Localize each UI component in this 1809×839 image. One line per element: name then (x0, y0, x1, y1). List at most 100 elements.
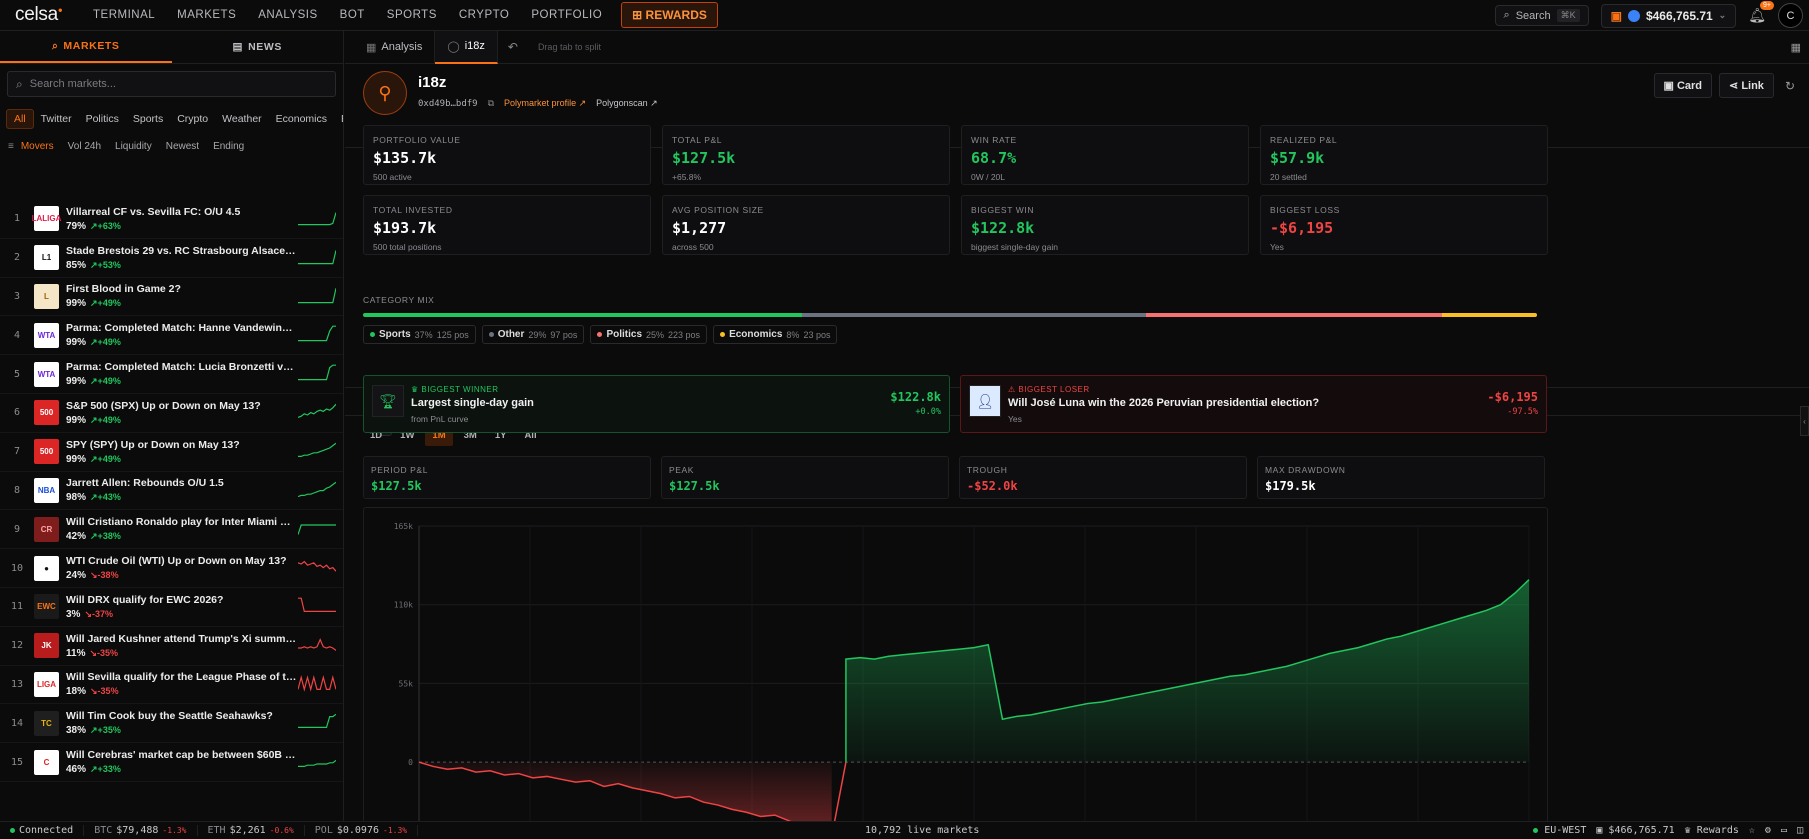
trophy-icon: ♛ (1684, 825, 1691, 836)
market-rank: 10 (10, 562, 24, 574)
star-icon[interactable]: ☆ (1748, 825, 1755, 836)
stat-card-biggest-loss: BIGGEST LOSS -$6,195 Yes (1260, 195, 1548, 255)
rewards-button[interactable]: ⊞ REWARDS (621, 2, 718, 28)
sort-movers[interactable]: Movers (20, 140, 54, 152)
link-button[interactable]: ⋖ Link (1719, 73, 1774, 98)
range-1w[interactable]: 1W (400, 430, 415, 441)
stat-value: $135.7k (373, 149, 437, 167)
market-probability: 46% (66, 764, 87, 776)
btc-ticker[interactable]: BTC $79,488 -1.3% (84, 825, 198, 836)
nav-terminal[interactable]: TERMINAL (93, 9, 156, 21)
market-row[interactable]: 3 L First Blood in Game 2? 99% ↗+49% (0, 278, 343, 317)
sparkline-line (298, 637, 336, 651)
market-row[interactable]: 1 LALIGA Villarreal CF vs. Sevilla FC: O/U… (0, 200, 343, 239)
pnl-negative-line (418, 761, 847, 821)
status-rewards[interactable]: ♛ Rewards (1684, 825, 1739, 836)
market-row[interactable]: 7 500 SPY (SPY) Up or Down on May 13? 99% ↗+… (0, 433, 343, 472)
stat-sub: biggest single-day gain (971, 242, 1058, 252)
sort-liquidity[interactable]: Liquidity (115, 140, 152, 152)
market-thumbnail: 👤︎ (969, 385, 1001, 417)
category-all[interactable]: All (6, 109, 34, 129)
category-politics[interactable]: Politics (85, 113, 119, 125)
market-row[interactable]: 14 TC Will Tim Cook buy the Seattle Seahaw… (0, 704, 343, 744)
sort-newest[interactable]: Newest (165, 140, 200, 152)
tab-i18z[interactable]: ◯ i18z (435, 31, 498, 64)
polymarket-profile-link[interactable]: Polymarket profile ↗ (504, 98, 587, 108)
refresh-icon[interactable]: ↻ (1784, 78, 1795, 93)
region-indicator[interactable]: EU-WEST (1533, 825, 1586, 836)
market-row[interactable]: 6 500 S&P 500 (SPX) Up or Down on May 13? 9… (0, 394, 343, 433)
tab-news[interactable]: ▤ NEWS (232, 41, 282, 53)
stat-card-portfolio-value: PORTFOLIO VALUE $135.7k 500 active (363, 125, 651, 185)
sort-ending[interactable]: Ending (213, 140, 245, 152)
market-row[interactable]: 2 L1 Stade Brestois 29 vs. RC Strasbourg A… (0, 239, 343, 278)
range-all[interactable]: All (524, 430, 537, 441)
eth-ticker[interactable]: ETH $2,261 -0.6% (198, 825, 305, 836)
nav-bot[interactable]: BOT (339, 9, 365, 21)
category-crypto[interactable]: Crypto (177, 113, 209, 125)
category-enter[interactable]: Enter (334, 110, 343, 128)
category-economics[interactable]: Economics (275, 113, 328, 125)
range-3m[interactable]: 3M (463, 430, 477, 441)
loser-tag: ⚠ BIGGEST LOSER (1008, 385, 1090, 394)
category-weather[interactable]: Weather (222, 113, 262, 125)
market-row[interactable]: 4 WTA Parma: Completed Match: Hanne Vandew… (0, 316, 343, 356)
range-1y[interactable]: 1Y (494, 430, 507, 441)
category-chip-economics[interactable]: Economics 8% 23 pos (713, 325, 838, 344)
logo[interactable]: celsa● (15, 4, 63, 25)
category-chip-politics[interactable]: Politics 25% 223 pos (590, 325, 708, 344)
range-1d[interactable]: 1D (370, 430, 383, 441)
nav-sports[interactable]: SPORTS (386, 9, 437, 21)
market-title: Jarrett Allen: Rebounds O/U 1.5 (66, 477, 224, 490)
search-icon: ⌕ (51, 39, 59, 52)
market-row[interactable]: 5 WTA Parma: Completed Match: Lucia Bronze… (0, 355, 343, 394)
market-row[interactable]: 8 NBA Jarrett Allen: Rebounds O/U 1.5 98% ↗+… (0, 472, 343, 511)
user-avatar[interactable]: C (1778, 3, 1803, 28)
biggest-loser-card[interactable]: 👤︎ ⚠ BIGGEST LOSER Will José Luna win th… (960, 375, 1547, 433)
filter-icon[interactable]: ≡ (8, 140, 14, 152)
category-twitter[interactable]: Twitter (40, 113, 72, 125)
polygonscan-link[interactable]: Polygonscan ↗ (596, 98, 658, 108)
search-button[interactable]: ⌕ Search ⌘K (1494, 5, 1589, 26)
market-row[interactable]: 15 C Will Cerebras' market cap be between … (0, 743, 343, 782)
usdc-icon (1627, 9, 1640, 22)
sparkline (298, 760, 336, 768)
period-label: MAX DRAWDOWN (1265, 465, 1346, 475)
category-name: Politics (606, 329, 643, 340)
pol-ticker[interactable]: POL $0.0976 -1.3% (305, 825, 419, 836)
search-input[interactable] (29, 78, 327, 90)
biggest-winner-card[interactable]: 🏆︎ ♛ BIGGEST WINNER Largest single-day g… (363, 375, 950, 433)
tab-analysis[interactable]: ▦ Analysis (354, 31, 436, 64)
layout-icon[interactable]: ▦ (1790, 41, 1801, 54)
sparkline-line (298, 212, 336, 226)
card-button[interactable]: ▣ Card (1653, 73, 1713, 98)
market-probability: 99% (66, 414, 87, 426)
period-card-period-p-l: PERIOD P&L $127.5k (363, 456, 651, 499)
market-row[interactable]: 13 LIGA Will Sevilla qualify for the Leagu… (0, 666, 343, 705)
stat-value: $193.7k (373, 219, 437, 237)
status-balance[interactable]: ▣ $466,765.71 (1596, 825, 1675, 836)
market-row[interactable]: 12 JK Will Jared Kushner attend Trump's Xi… (0, 627, 343, 666)
category-chip-other[interactable]: Other 29% 97 pos (481, 325, 585, 344)
tab-markets[interactable]: ⌕ MARKETS (0, 31, 172, 63)
monitor-icon[interactable]: ▭ (1780, 825, 1787, 836)
expand-panel-button[interactable]: ‹ (1800, 406, 1809, 436)
copy-icon[interactable]: ⧉ (487, 98, 495, 108)
category-chip-sports[interactable]: Sports 37% 125 pos (363, 325, 476, 344)
sparkline-line (298, 560, 336, 572)
nav-analysis[interactable]: ANALYSIS (258, 9, 318, 21)
nav-crypto[interactable]: CRYPTO (458, 9, 510, 21)
sort-vol-24h[interactable]: Vol 24h (67, 140, 102, 152)
market-row[interactable]: 10 ● WTI Crude Oil (WTI) Up or Down on May… (0, 549, 343, 588)
notifications-button[interactable]: 🔔︎ 9+ (1748, 1, 1774, 24)
undo-icon[interactable]: ↶ (507, 40, 518, 54)
camera-icon[interactable]: ◫ (1796, 825, 1803, 836)
category-sports[interactable]: Sports (132, 113, 164, 125)
gear-icon[interactable]: ⚙ (1764, 825, 1771, 836)
nav-portfolio[interactable]: PORTFOLIO (531, 9, 603, 21)
market-change: ↗+49% (90, 337, 121, 348)
nav-markets[interactable]: MARKETS (177, 9, 237, 21)
market-row[interactable]: 11 EWC Will DRX qualify for EWC 2026? 3% ↘-3… (0, 588, 343, 627)
market-row[interactable]: 9 CR Will Cristiano Ronaldo play for Inter… (0, 510, 343, 550)
balance-dropdown[interactable]: ▣ $466,765.71 ⌄ (1600, 3, 1737, 28)
